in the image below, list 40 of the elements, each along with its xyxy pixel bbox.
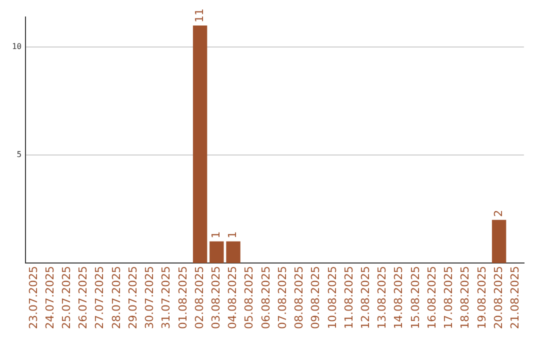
x-tick-label: 19.08.2025 [475,266,488,330]
x-tick-label: 05.08.2025 [242,266,256,330]
x-tick-label: 04.08.2025 [226,266,240,330]
x-tick-label: 30.07.2025 [143,266,156,330]
x-tick-label: 23.07.2025 [26,266,40,330]
x-tick-label: 07.08.2025 [276,266,289,330]
data-label: 2 [492,210,505,217]
data-label: 1 [210,231,223,238]
x-tick-label: 27.07.2025 [93,266,106,330]
x-tick-label: 01.08.2025 [176,266,190,330]
x-tick-label: 24.07.2025 [43,266,56,330]
y-tick-label: 10 [12,42,22,52]
x-tick-label: 10.08.2025 [326,266,339,330]
x-tick-label: 18.08.2025 [458,266,472,330]
x-tick-label: 16.08.2025 [425,266,438,330]
x-tick-label: 20.08.2025 [492,266,505,330]
data-label: 11 [192,8,206,22]
x-tick-label: 06.08.2025 [259,266,272,330]
bar [492,220,506,264]
x-tick-label: 26.07.2025 [76,266,90,330]
x-tick-label: 11.08.2025 [342,266,356,330]
x-tick-label: 25.07.2025 [60,266,74,330]
x-tick-label: 17.08.2025 [442,266,456,330]
x-tick-label: 15.08.2025 [408,266,422,330]
x-tick-label: 13.08.2025 [376,266,389,330]
x-tick-label: 28.07.2025 [110,266,123,330]
x-tick-label: 02.08.2025 [192,266,206,330]
x-tick-label: 12.08.2025 [359,266,372,330]
x-tick-label: 03.08.2025 [210,266,223,330]
bar [226,241,240,264]
data-label: 1 [226,231,240,238]
x-tick-label: 14.08.2025 [392,266,406,330]
x-tick-label: 08.08.2025 [292,266,306,330]
y-tick-label: 5 [16,150,22,160]
x-tick-label: 09.08.2025 [309,266,322,330]
bar [210,241,224,264]
bar [192,25,208,264]
x-tick-label: 31.07.2025 [160,266,173,330]
x-tick-label: 21.08.2025 [508,266,522,330]
x-tick-label: 29.07.2025 [126,266,140,330]
